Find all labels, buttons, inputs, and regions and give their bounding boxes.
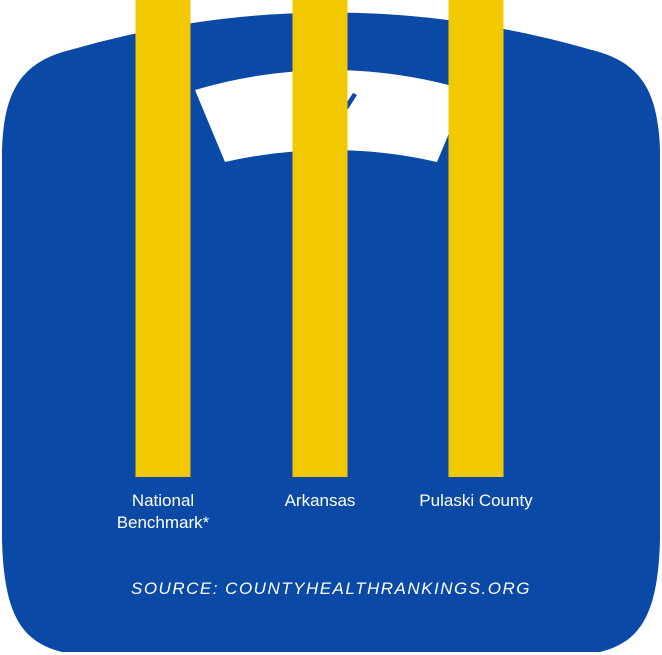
bar-arkansas	[292, 0, 348, 477]
bar-national-benchmark	[135, 0, 191, 477]
category-label-arkansas: Arkansas	[285, 491, 356, 510]
category-label-national-benchmark: National Benchmark*	[117, 491, 210, 532]
source-citation: SOURCE: COUNTYHEALTHRANKINGS.ORG	[131, 579, 531, 598]
bar-pulaski-county	[448, 0, 504, 477]
bars-layer: 25%NationalBenchmark*33%Arkansas32%Pulas…	[117, 0, 533, 532]
category-label-pulaski-county: Pulaski County	[419, 491, 533, 510]
